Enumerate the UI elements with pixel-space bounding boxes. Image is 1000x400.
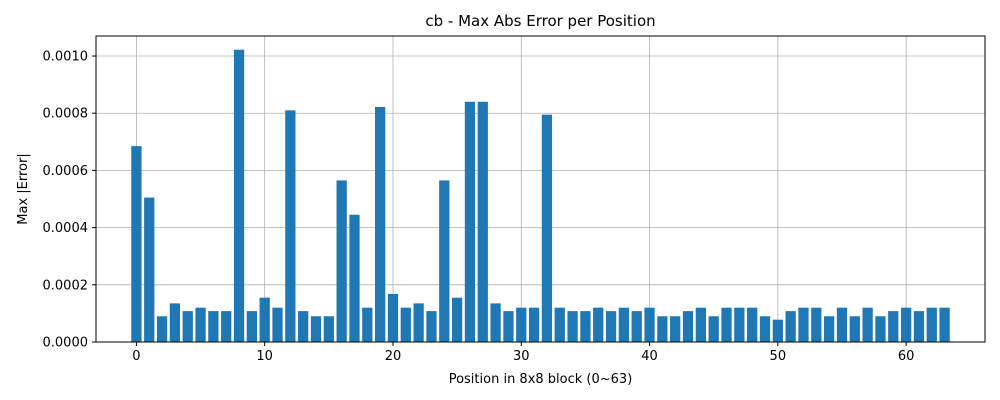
bar — [554, 307, 565, 342]
y-tick-label: 0.0010 — [43, 50, 89, 65]
bar — [670, 316, 681, 342]
bar — [593, 307, 604, 342]
y-tick-label: 0.0006 — [43, 164, 89, 179]
bar — [336, 180, 347, 342]
bar — [182, 311, 193, 342]
plot-frame — [95, 35, 986, 343]
bar — [387, 293, 399, 342]
bar — [721, 307, 732, 342]
bar — [490, 303, 501, 342]
x-axis-label: Position in 8x8 block (0~63) — [449, 372, 633, 387]
y-tick-label: 0.0008 — [43, 107, 89, 122]
bar — [195, 307, 206, 342]
y-tick-label: 0.0000 — [43, 336, 89, 351]
bar — [682, 311, 694, 342]
bar — [208, 311, 219, 342]
bar — [631, 311, 642, 342]
x-tick-label: 10 — [256, 349, 273, 364]
bar — [375, 106, 386, 342]
bar — [400, 307, 411, 342]
bar — [888, 311, 899, 342]
bar — [734, 307, 745, 342]
bar — [605, 311, 617, 342]
bar — [246, 311, 257, 342]
x-tick-label: 60 — [898, 349, 915, 364]
bar — [285, 110, 296, 343]
bar — [695, 307, 706, 342]
x-tick-label: 30 — [513, 349, 530, 364]
bar — [464, 101, 476, 343]
bar — [362, 307, 373, 342]
bar — [567, 311, 578, 342]
bar — [233, 49, 245, 342]
bar — [772, 319, 783, 342]
bar — [528, 307, 540, 342]
bar — [541, 114, 553, 342]
y-axis-label: Max |Error| — [16, 153, 31, 224]
bar — [811, 307, 822, 342]
bar — [785, 311, 796, 342]
bar — [272, 307, 283, 342]
bar — [221, 311, 232, 342]
bar — [156, 316, 168, 342]
bar — [349, 214, 360, 342]
bar — [144, 197, 155, 342]
chart-title: cb - Max Abs Error per Position — [425, 12, 655, 30]
bar — [298, 311, 309, 342]
bar — [439, 180, 450, 342]
bar — [657, 316, 668, 342]
bar — [708, 316, 719, 342]
x-tick-label: 20 — [385, 349, 402, 364]
bar — [747, 307, 758, 342]
bar — [798, 307, 809, 342]
bar — [323, 316, 334, 342]
bar — [913, 311, 925, 342]
bar — [310, 316, 322, 342]
bar — [824, 316, 835, 342]
bar — [451, 297, 463, 342]
bar — [259, 297, 270, 342]
ticks: 0 10 20 30 40 50 60 0.0000 0.0002 0.0004 0.0006 0.0… — [43, 50, 915, 364]
bar — [503, 311, 514, 342]
bars — [131, 49, 950, 343]
bar — [477, 101, 488, 343]
bar — [618, 307, 630, 342]
bar — [875, 316, 886, 342]
bar — [413, 303, 424, 342]
x-tick-label: 50 — [770, 349, 787, 364]
x-tick-label: 0 — [132, 349, 140, 364]
bar — [131, 146, 142, 342]
bar — [862, 307, 873, 342]
bar — [836, 307, 848, 342]
bar — [426, 311, 437, 342]
bar — [926, 307, 937, 342]
bar — [900, 307, 912, 342]
x-tick-label: 40 — [641, 349, 658, 364]
bar — [516, 307, 527, 342]
bar — [759, 316, 771, 342]
bar — [849, 316, 860, 342]
bar — [939, 307, 950, 342]
bar — [580, 311, 591, 342]
y-tick-label: 0.0004 — [43, 221, 89, 236]
bar — [644, 307, 655, 342]
bar — [169, 303, 181, 342]
y-tick-label: 0.0002 — [43, 278, 89, 293]
